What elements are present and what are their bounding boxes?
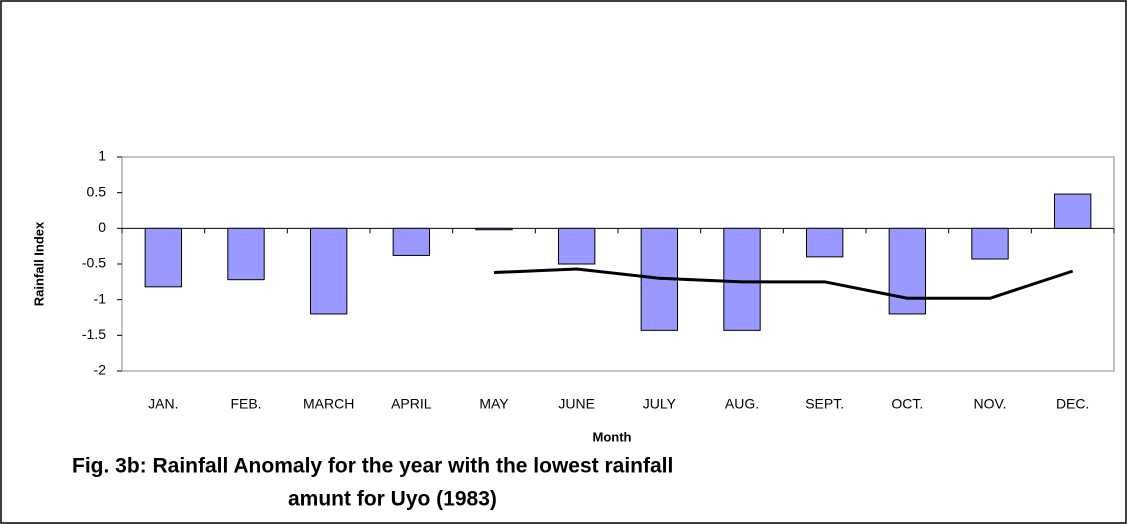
- y-tick-label: -2: [94, 362, 107, 378]
- bar: [805, 227, 844, 258]
- x-tick-label: MAY: [479, 396, 509, 412]
- x-tick-label: MARCH: [303, 396, 354, 412]
- y-tick-label: -1.5: [82, 326, 106, 342]
- x-tick-label: OCT.: [891, 396, 923, 412]
- x-tick-label: FEB.: [230, 396, 261, 412]
- bar: [144, 227, 183, 288]
- bar: [888, 227, 927, 315]
- bar: [723, 227, 761, 331]
- bar: [557, 227, 596, 265]
- y-tick-label: 0.5: [87, 183, 107, 199]
- bar: [1053, 193, 1092, 229]
- bar: [971, 227, 1009, 260]
- y-tick-label: 1: [98, 148, 106, 164]
- y-tick-label: -1: [94, 290, 107, 306]
- bar: [392, 227, 431, 256]
- x-axis-title: Month: [593, 429, 632, 444]
- y-tick-label: 0: [98, 219, 106, 235]
- chart-title: amunt for Uyo (1983): [288, 488, 497, 511]
- x-tick-label: NOV.: [974, 396, 1007, 412]
- chart-title: Fig. 3b: Rainfall Anomaly for the year w…: [72, 455, 673, 478]
- bar: [475, 227, 513, 231]
- line: [493, 267, 1074, 300]
- x-tick-label: APRIL: [391, 396, 432, 412]
- x-tick-label: AUG.: [725, 396, 759, 412]
- bar: [227, 227, 265, 281]
- x-tick-label: DEC.: [1056, 396, 1089, 412]
- x-tick-label: JULY: [643, 396, 677, 412]
- x-tick-label: SEPT.: [805, 396, 844, 412]
- x-tick-label: JUNE: [558, 396, 595, 412]
- x-tick-label: JAN.: [148, 396, 178, 412]
- bar: [309, 227, 348, 315]
- y-axis-title: Rainfall Index: [31, 221, 46, 306]
- y-tick-label: -0.5: [82, 255, 106, 271]
